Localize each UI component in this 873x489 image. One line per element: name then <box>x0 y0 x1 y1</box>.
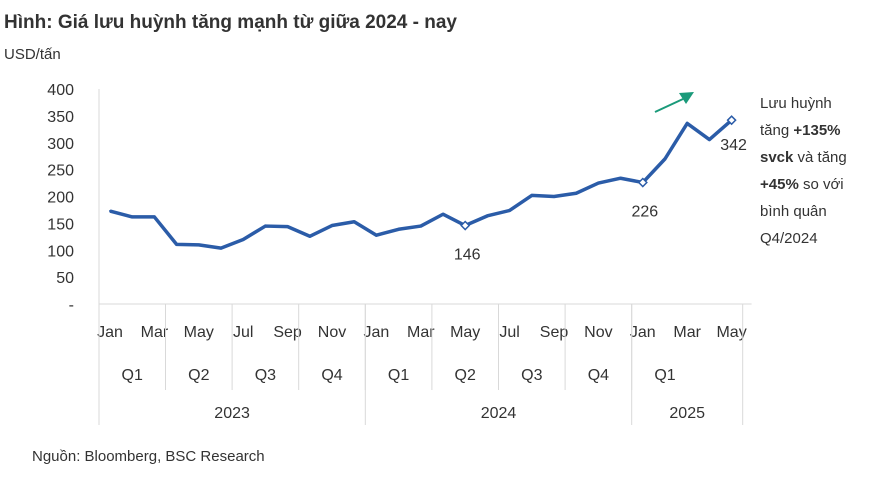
data-point <box>442 213 444 216</box>
x-tick-label: Sep <box>540 324 569 341</box>
x-tick-label: Jul <box>233 324 253 341</box>
x-tick-label: Mar <box>673 324 701 341</box>
source-note: Nguồn: Bloomberg, BSC Research <box>32 448 265 465</box>
data-point <box>486 214 489 217</box>
note-line: Lưu huỳnh <box>760 95 832 112</box>
data-point <box>619 177 622 180</box>
y-tick-label: 350 <box>47 109 74 126</box>
x-tick-label: Nov <box>584 324 612 341</box>
trend-arrow-head <box>679 92 694 104</box>
series-line <box>109 118 733 250</box>
data-point <box>175 243 178 246</box>
note-text: so với <box>798 176 844 193</box>
data-point <box>242 238 245 241</box>
x-tick-label: Jul <box>499 324 519 341</box>
note-bold: svck <box>760 149 794 166</box>
data-marker <box>637 177 648 188</box>
data-point <box>109 210 111 213</box>
x-tick-label: May <box>184 324 214 341</box>
data-marker <box>726 115 737 126</box>
data-point <box>575 192 578 195</box>
x-tick-label: Nov <box>318 324 346 341</box>
data-point <box>153 215 156 218</box>
note-bold: +135% <box>793 122 841 139</box>
data-point <box>397 228 400 231</box>
x-tick-label: Jan <box>364 324 390 341</box>
quarter-label: Q3 <box>521 367 542 384</box>
quarter-label: Q2 <box>455 367 476 384</box>
quarter-label: Q1 <box>388 367 409 384</box>
data-label: 226 <box>631 204 658 221</box>
note-bold: +45% <box>760 176 799 193</box>
quarter-label: Q4 <box>321 367 342 384</box>
quarter-label: Q1 <box>122 367 143 384</box>
data-label: 146 <box>454 247 481 264</box>
note-line: bình quân <box>760 203 827 220</box>
y-tick-label: 100 <box>47 243 74 260</box>
note-line: Q4/2024 <box>760 230 818 247</box>
data-point <box>220 247 222 250</box>
data-point <box>419 225 422 228</box>
x-tick-label: Jan <box>97 324 123 341</box>
x-tick-label: Sep <box>273 324 302 341</box>
x-tick-label: May <box>716 324 746 341</box>
data-point <box>264 225 267 228</box>
y-axis-unit: USD/tấn <box>4 46 61 63</box>
y-tick-label: 50 <box>56 270 74 287</box>
data-point <box>286 225 289 228</box>
x-tick-label: Mar <box>407 324 435 341</box>
data-label: 342 <box>720 137 747 154</box>
y-tick-label: 300 <box>47 136 74 153</box>
year-label: 2023 <box>214 405 250 422</box>
year-label: 2024 <box>481 405 517 422</box>
data-marker <box>460 220 471 231</box>
data-point <box>308 235 311 238</box>
trend-arrow-shaft <box>654 98 684 113</box>
data-point <box>686 122 689 125</box>
data-point <box>597 182 600 185</box>
data-point <box>197 243 200 246</box>
data-point <box>331 224 333 227</box>
data-point <box>708 138 711 141</box>
data-point <box>353 220 356 223</box>
note-text: và tăng <box>793 149 847 166</box>
y-tick-label: 400 <box>47 82 74 99</box>
quarter-label: Q4 <box>588 367 609 384</box>
quarter-label: Q2 <box>188 367 209 384</box>
y-tick-label: 250 <box>47 163 74 180</box>
y-tick-label: 150 <box>47 216 74 233</box>
data-point <box>664 157 666 160</box>
annotation-note: Lưu huỳnh tăng +135% svck và tăng +45% s… <box>760 90 870 252</box>
chart-title: Hình: Giá lưu huỳnh tăng mạnh từ giữa 20… <box>4 12 457 33</box>
note-text: tăng <box>760 122 794 139</box>
quarter-label: Q3 <box>255 367 276 384</box>
y-tick-label: 200 <box>47 190 74 207</box>
x-tick-label: Mar <box>141 324 169 341</box>
data-point <box>131 215 134 218</box>
data-point <box>508 209 511 212</box>
data-point <box>375 234 378 237</box>
x-tick-label: May <box>450 324 480 341</box>
x-tick-label: Jan <box>630 324 656 341</box>
y-tick-label: - <box>69 297 74 314</box>
year-label: 2025 <box>669 405 705 422</box>
data-point <box>530 194 533 197</box>
data-point <box>553 195 555 198</box>
quarter-label: Q1 <box>654 367 675 384</box>
